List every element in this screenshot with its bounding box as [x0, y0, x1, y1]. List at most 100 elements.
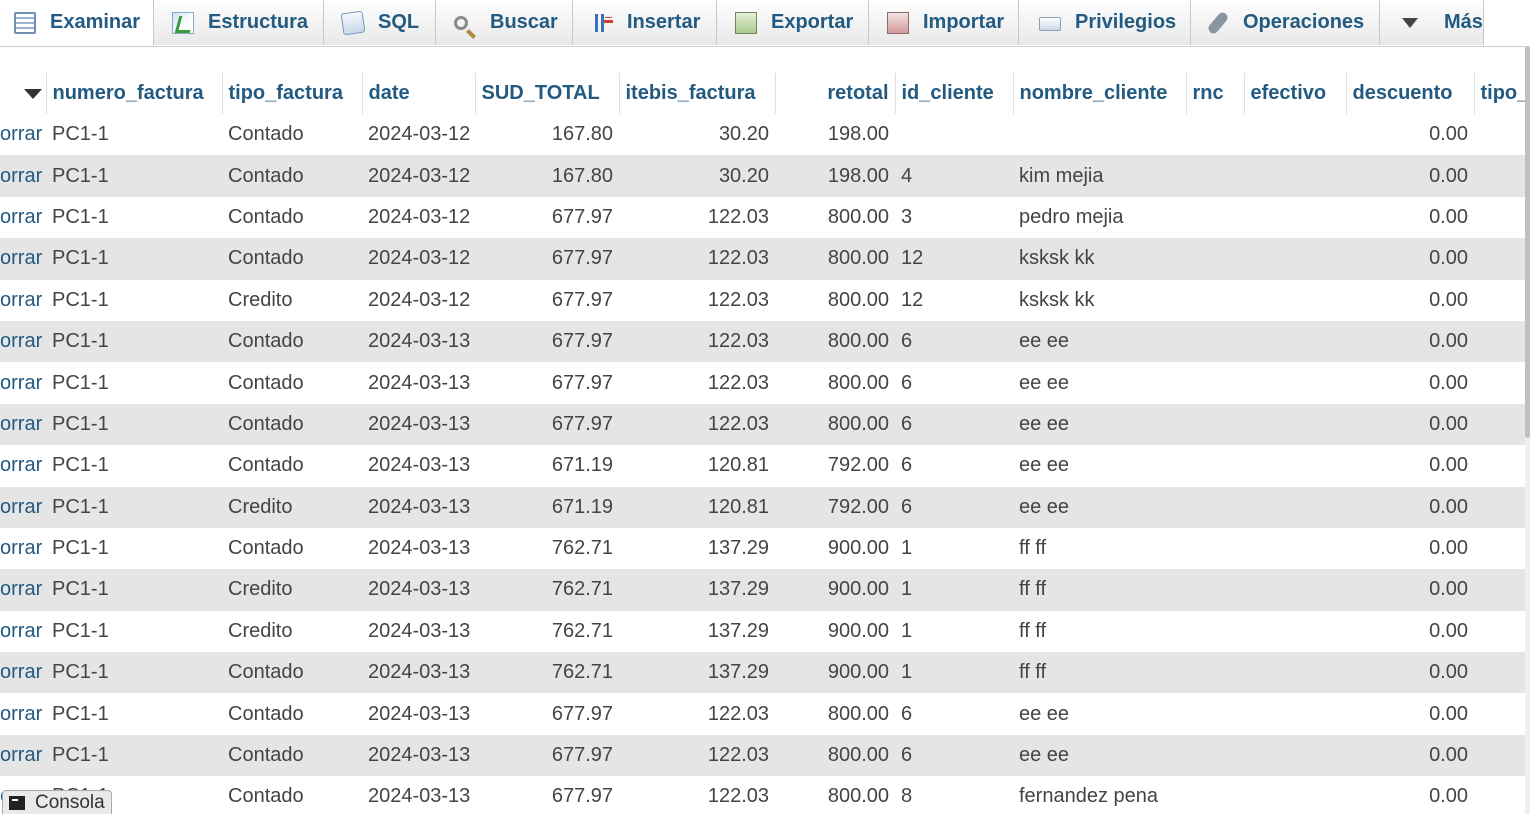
- cell-numero-factura[interactable]: PC1-1: [46, 734, 222, 777]
- cell-id-cliente[interactable]: 6: [895, 693, 1013, 735]
- tab-examinar[interactable]: Examinar: [0, 0, 154, 46]
- cell-retotal[interactable]: 900.00: [775, 652, 895, 694]
- cell-retotal[interactable]: 792.00: [775, 445, 895, 487]
- cell-descuento[interactable]: 0.00: [1346, 238, 1474, 280]
- cell-nombre-cliente[interactable]: ee ee: [1013, 486, 1186, 528]
- cell-efectivo[interactable]: [1244, 693, 1346, 735]
- cell-date[interactable]: 2024-03-12: [362, 114, 475, 156]
- cell-itebis-factura[interactable]: 122.03: [619, 403, 775, 446]
- cell-sud-total[interactable]: 762.71: [475, 652, 619, 694]
- col-header-sud-total[interactable]: SUD_TOTAL: [475, 73, 620, 114]
- tab-importar[interactable]: Importar: [869, 0, 1019, 45]
- cell-tipo-factura[interactable]: Contado: [222, 776, 362, 818]
- delete-link[interactable]: orrar: [0, 652, 46, 694]
- cell-tipo[interactable]: [1474, 776, 1526, 818]
- cell-descuento[interactable]: 0.00: [1346, 155, 1474, 197]
- cell-efectivo[interactable]: [1244, 403, 1346, 446]
- cell-efectivo[interactable]: [1244, 155, 1346, 197]
- cell-nombre-cliente[interactable]: fernandez pena: [1013, 776, 1186, 818]
- delete-link[interactable]: orrar: [0, 403, 46, 446]
- cell-rnc[interactable]: [1186, 320, 1244, 363]
- cell-tipo-factura[interactable]: Contado: [222, 196, 362, 239]
- cell-tipo[interactable]: [1474, 403, 1526, 446]
- cell-descuento[interactable]: 0.00: [1346, 486, 1474, 528]
- cell-descuento[interactable]: 0.00: [1346, 734, 1474, 777]
- cell-numero-factura[interactable]: PC1-1: [46, 569, 222, 611]
- cell-efectivo[interactable]: [1244, 196, 1346, 239]
- cell-itebis-factura[interactable]: 30.20: [619, 155, 775, 197]
- col-header-id-cliente[interactable]: id_cliente: [895, 73, 1014, 114]
- cell-date[interactable]: 2024-03-13: [362, 527, 475, 570]
- cell-date[interactable]: 2024-03-13: [362, 652, 475, 694]
- cell-rnc[interactable]: [1186, 403, 1244, 446]
- cell-id-cliente[interactable]: [895, 114, 1013, 156]
- cell-rnc[interactable]: [1186, 569, 1244, 611]
- cell-sud-total[interactable]: 677.97: [475, 693, 619, 735]
- cell-sud-total[interactable]: 677.97: [475, 238, 619, 280]
- tab-buscar[interactable]: Buscar: [436, 0, 573, 45]
- cell-sud-total[interactable]: 167.80: [475, 114, 619, 156]
- sort-toggle[interactable]: [0, 73, 47, 114]
- cell-tipo[interactable]: [1474, 734, 1526, 777]
- cell-sud-total[interactable]: 167.80: [475, 155, 619, 197]
- cell-nombre-cliente[interactable]: ksksk kk: [1013, 279, 1186, 321]
- col-header-rnc[interactable]: rnc: [1186, 73, 1245, 114]
- col-header-itebis-factura[interactable]: itebis_factura: [619, 73, 776, 114]
- delete-link[interactable]: orrar: [0, 320, 46, 363]
- cell-descuento[interactable]: 0.00: [1346, 362, 1474, 404]
- console-toggle[interactable]: Consola: [2, 790, 112, 814]
- tab-insertar[interactable]: Insertar: [573, 0, 717, 45]
- cell-nombre-cliente[interactable]: ee ee: [1013, 320, 1186, 363]
- cell-id-cliente[interactable]: 6: [895, 403, 1013, 446]
- cell-efectivo[interactable]: [1244, 734, 1346, 777]
- tab-sql[interactable]: SQL: [324, 0, 436, 45]
- cell-itebis-factura[interactable]: 122.03: [619, 776, 775, 818]
- cell-sud-total[interactable]: 671.19: [475, 445, 619, 487]
- cell-id-cliente[interactable]: 1: [895, 652, 1013, 694]
- cell-tipo[interactable]: [1474, 155, 1526, 197]
- delete-link[interactable]: orrar: [0, 362, 46, 404]
- cell-tipo-factura[interactable]: Contado: [222, 362, 362, 404]
- col-header-efectivo[interactable]: efectivo: [1244, 73, 1347, 114]
- cell-numero-factura[interactable]: PC1-1: [46, 403, 222, 446]
- tab-estructura[interactable]: Estructura: [154, 0, 324, 45]
- cell-nombre-cliente[interactable]: [1013, 114, 1186, 156]
- cell-tipo[interactable]: [1474, 693, 1526, 735]
- cell-sud-total[interactable]: 677.97: [475, 279, 619, 321]
- cell-sud-total[interactable]: 677.97: [475, 776, 619, 818]
- cell-nombre-cliente[interactable]: ee ee: [1013, 403, 1186, 446]
- cell-tipo-factura[interactable]: Credito: [222, 569, 362, 611]
- delete-link[interactable]: orrar: [0, 196, 46, 239]
- delete-link[interactable]: orrar: [0, 445, 46, 487]
- cell-date[interactable]: 2024-03-12: [362, 279, 475, 321]
- vertical-scrollbar[interactable]: [1525, 46, 1530, 814]
- tab-privilegios[interactable]: Privilegios: [1019, 0, 1191, 45]
- cell-nombre-cliente[interactable]: ee ee: [1013, 445, 1186, 487]
- cell-retotal[interactable]: 792.00: [775, 486, 895, 528]
- cell-sud-total[interactable]: 677.97: [475, 403, 619, 446]
- cell-rnc[interactable]: [1186, 445, 1244, 487]
- cell-nombre-cliente[interactable]: kim mejia: [1013, 155, 1186, 197]
- cell-tipo[interactable]: [1474, 445, 1526, 487]
- cell-rnc[interactable]: [1186, 279, 1244, 321]
- cell-retotal[interactable]: 800.00: [775, 734, 895, 777]
- cell-numero-factura[interactable]: PC1-1: [46, 486, 222, 528]
- cell-itebis-factura[interactable]: 137.29: [619, 527, 775, 570]
- cell-tipo[interactable]: [1474, 652, 1526, 694]
- cell-itebis-factura[interactable]: 122.03: [619, 238, 775, 280]
- cell-nombre-cliente[interactable]: ff ff: [1013, 610, 1186, 653]
- cell-itebis-factura[interactable]: 122.03: [619, 279, 775, 321]
- cell-efectivo[interactable]: [1244, 527, 1346, 570]
- cell-rnc[interactable]: [1186, 734, 1244, 777]
- cell-retotal[interactable]: 900.00: [775, 527, 895, 570]
- cell-id-cliente[interactable]: 12: [895, 238, 1013, 280]
- col-header-numero-factura[interactable]: numero_factura: [46, 73, 223, 114]
- cell-itebis-factura[interactable]: 137.29: [619, 610, 775, 653]
- col-header-nombre-cliente[interactable]: nombre_cliente: [1013, 73, 1187, 114]
- cell-id-cliente[interactable]: 8: [895, 776, 1013, 818]
- cell-sud-total[interactable]: 677.97: [475, 362, 619, 404]
- cell-nombre-cliente[interactable]: ee ee: [1013, 734, 1186, 777]
- cell-efectivo[interactable]: [1244, 114, 1346, 156]
- cell-tipo[interactable]: [1474, 362, 1526, 404]
- cell-itebis-factura[interactable]: 122.03: [619, 734, 775, 777]
